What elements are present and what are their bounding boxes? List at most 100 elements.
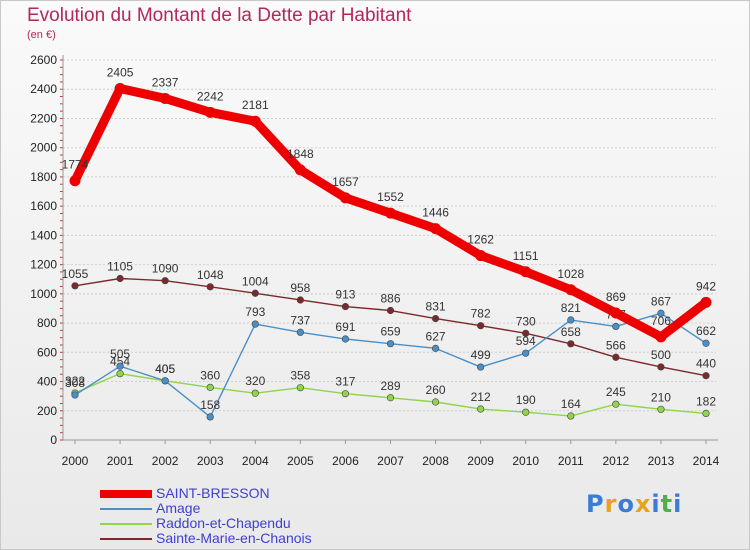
data-label: 1446 — [422, 206, 449, 220]
x-tick-label: 2007 — [377, 454, 404, 468]
y-tick-label: 1200 — [30, 258, 57, 272]
data-point — [296, 328, 304, 336]
data-point — [206, 413, 214, 421]
data-label: 1028 — [557, 267, 584, 281]
data-label: 440 — [696, 357, 716, 371]
logo-letter: o — [617, 490, 635, 518]
x-tick-label: 2012 — [603, 454, 630, 468]
data-label: 320 — [245, 374, 265, 388]
data-label: 405 — [155, 362, 175, 376]
legend-swatch — [100, 537, 152, 540]
data-label: 308 — [65, 376, 85, 390]
y-tick-label: 2400 — [30, 82, 57, 96]
data-label: 662 — [696, 324, 716, 338]
data-label: 505 — [110, 347, 130, 361]
data-point — [159, 92, 171, 104]
data-point — [565, 284, 577, 296]
data-point — [522, 329, 530, 337]
data-label: 360 — [200, 368, 220, 382]
legend-swatch — [100, 522, 152, 525]
logo-letter: i — [673, 490, 683, 518]
data-point — [341, 335, 350, 343]
data-label: 454 — [110, 355, 130, 369]
x-tick-label: 2011 — [558, 454, 584, 468]
data-label: 1048 — [197, 268, 224, 282]
x-tick-label: 2008 — [422, 454, 449, 468]
data-label: 1151 — [513, 249, 539, 263]
data-point — [431, 344, 440, 352]
x-tick-label: 2004 — [242, 454, 269, 468]
legend-label: Raddon-et-Chapendu — [156, 515, 291, 531]
data-point — [386, 394, 395, 402]
x-tick-label: 2013 — [648, 454, 675, 468]
data-label: 260 — [426, 383, 446, 397]
data-label: 2181 — [242, 98, 269, 112]
data-label: 659 — [380, 325, 400, 339]
data-point — [339, 192, 351, 204]
x-tick-label: 2014 — [693, 454, 720, 468]
data-label: 210 — [651, 390, 671, 404]
legend-label: Amage — [156, 500, 201, 516]
data-point — [612, 400, 620, 408]
data-point — [294, 164, 306, 176]
data-point — [520, 266, 532, 278]
data-point — [655, 331, 667, 343]
y-tick-label: 2000 — [30, 141, 57, 155]
logo-letter: x — [634, 490, 652, 518]
data-label: 566 — [606, 338, 626, 352]
data-point — [567, 340, 575, 348]
data-point — [700, 296, 712, 308]
data-label: 164 — [561, 397, 581, 411]
data-point — [386, 340, 395, 348]
data-label: 2337 — [152, 75, 179, 89]
data-label: 289 — [380, 379, 400, 393]
chart-title: Evolution du Montant de la Dette par Hab… — [27, 5, 412, 26]
logo-letter: P — [586, 490, 605, 518]
data-point — [657, 405, 665, 413]
legend-swatch — [100, 489, 152, 498]
data-label: 821 — [561, 301, 581, 315]
data-label: 212 — [471, 390, 491, 404]
data-point — [431, 314, 440, 323]
data-point — [430, 223, 442, 235]
data-label: 1262 — [467, 233, 494, 247]
data-label: 405 — [155, 362, 175, 376]
data-point — [431, 398, 440, 406]
data-label: 500 — [651, 348, 671, 362]
data-point — [657, 309, 665, 317]
y-tick-label: 0 — [50, 433, 57, 447]
data-point — [206, 383, 214, 391]
data-point — [251, 289, 259, 297]
data-point — [522, 408, 530, 416]
y-tick-label: 1800 — [30, 170, 57, 184]
data-label: 190 — [516, 393, 536, 407]
logo-letter: r — [604, 490, 618, 518]
legend-item: Amage — [100, 501, 312, 516]
data-point — [71, 282, 79, 290]
y-tick-label: 2200 — [30, 111, 57, 125]
data-label: 886 — [380, 292, 400, 306]
data-label: 691 — [335, 320, 355, 334]
data-label: 245 — [606, 385, 626, 399]
data-point — [251, 389, 259, 397]
data-point — [386, 306, 395, 315]
data-point — [71, 391, 79, 399]
data-label: 942 — [696, 279, 716, 293]
x-tick-label: 2006 — [332, 454, 359, 468]
x-tick-label: 2003 — [197, 454, 224, 468]
y-tick-label: 1400 — [30, 228, 57, 242]
data-label: 594 — [516, 334, 536, 348]
data-label: 1004 — [242, 274, 269, 288]
data-point — [477, 405, 485, 413]
data-point — [612, 322, 620, 331]
y-tick-label: 600 — [37, 345, 57, 359]
data-label: 831 — [426, 300, 446, 314]
y-tick-label: 2600 — [30, 53, 57, 67]
legend: SAINT-BRESSON Amage Raddon-et-Chapendu S… — [100, 486, 312, 546]
legend-swatch — [100, 507, 152, 510]
data-label: 1774 — [62, 158, 89, 172]
data-point — [702, 372, 710, 380]
data-point — [475, 250, 487, 262]
data-label: 322 — [65, 374, 85, 388]
